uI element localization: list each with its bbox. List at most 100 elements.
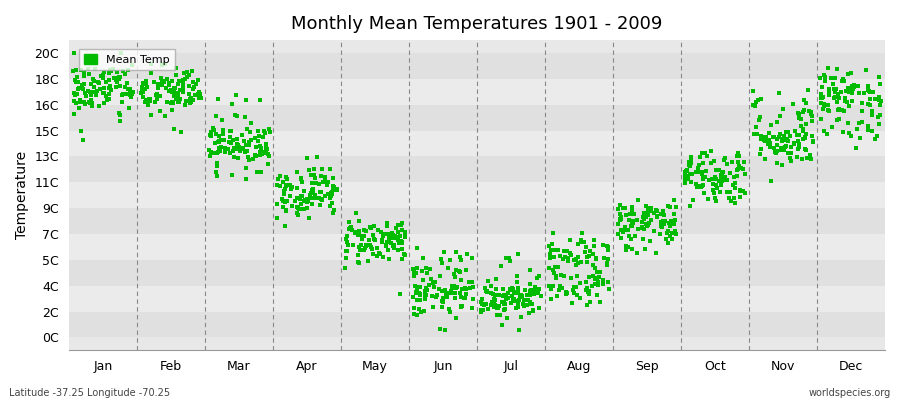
Point (732, 162, 746, 169)
Point (626, 210, 641, 217)
Point (260, 151, 274, 157)
Point (240, 148, 255, 154)
Point (476, 307, 491, 313)
Point (223, 128, 238, 134)
Point (84, 97, 98, 103)
Point (423, 265, 437, 272)
Point (276, 204, 291, 210)
Point (438, 326, 453, 333)
Point (575, 230, 590, 236)
Point (708, 176, 723, 182)
Point (720, 189, 734, 195)
Point (256, 128, 271, 135)
Point (76, 81, 91, 88)
Point (243, 120, 257, 126)
Point (563, 252, 578, 258)
Point (92, 103, 106, 110)
Point (644, 208, 658, 214)
Point (778, 144, 792, 150)
Point (87, 66, 102, 72)
Point (112, 110, 126, 116)
Point (689, 181, 704, 188)
Point (796, 125, 810, 132)
Point (351, 218, 365, 224)
Point (366, 223, 381, 230)
Point (303, 189, 318, 196)
Point (445, 284, 459, 290)
Point (643, 205, 657, 211)
Point (845, 88, 859, 95)
Point (330, 186, 345, 193)
Point (164, 87, 178, 94)
Point (356, 247, 371, 253)
Point (374, 238, 389, 245)
Point (562, 236, 577, 243)
Point (610, 231, 625, 237)
Point (780, 136, 795, 143)
Point (184, 95, 199, 101)
Point (580, 289, 595, 296)
Point (636, 214, 651, 220)
Point (104, 67, 118, 74)
Point (74, 128, 88, 134)
Point (395, 246, 410, 252)
Point (313, 173, 328, 180)
Point (842, 103, 857, 109)
Point (762, 144, 777, 150)
Point (180, 74, 194, 80)
Point (209, 130, 223, 137)
Point (385, 230, 400, 236)
Point (172, 97, 186, 104)
Point (644, 216, 658, 223)
Point (625, 204, 639, 210)
Point (356, 233, 370, 239)
Point (759, 134, 773, 140)
Point (320, 182, 334, 188)
Point (213, 148, 228, 154)
Point (417, 255, 431, 261)
Point (706, 181, 721, 187)
Point (518, 286, 533, 293)
Point (90, 88, 104, 94)
Point (389, 234, 403, 240)
Point (662, 240, 676, 246)
Point (394, 237, 409, 244)
Point (435, 288, 449, 294)
Point (342, 218, 356, 225)
Point (232, 148, 247, 154)
Point (284, 184, 299, 190)
Point (861, 82, 876, 89)
Point (79, 92, 94, 99)
Point (326, 184, 340, 190)
Point (290, 195, 304, 201)
Point (364, 246, 379, 252)
Point (361, 258, 375, 264)
Point (820, 131, 834, 137)
Point (680, 176, 695, 182)
Point (779, 136, 794, 143)
Point (283, 182, 297, 188)
Point (325, 190, 339, 197)
Point (290, 169, 304, 175)
Point (85, 100, 99, 106)
Point (705, 176, 719, 182)
Point (842, 87, 857, 93)
Point (698, 167, 713, 174)
Point (678, 179, 692, 186)
Point (641, 222, 655, 228)
Point (458, 295, 473, 302)
Point (233, 146, 248, 153)
Point (722, 195, 736, 202)
Point (259, 140, 274, 147)
Point (189, 81, 203, 87)
Point (291, 205, 305, 211)
Point (238, 138, 252, 144)
Point (166, 84, 181, 91)
Point (255, 151, 269, 158)
Point (454, 294, 468, 300)
Point (206, 125, 220, 131)
Point (681, 162, 696, 168)
Point (786, 101, 800, 108)
Point (351, 231, 365, 238)
Point (447, 282, 462, 289)
